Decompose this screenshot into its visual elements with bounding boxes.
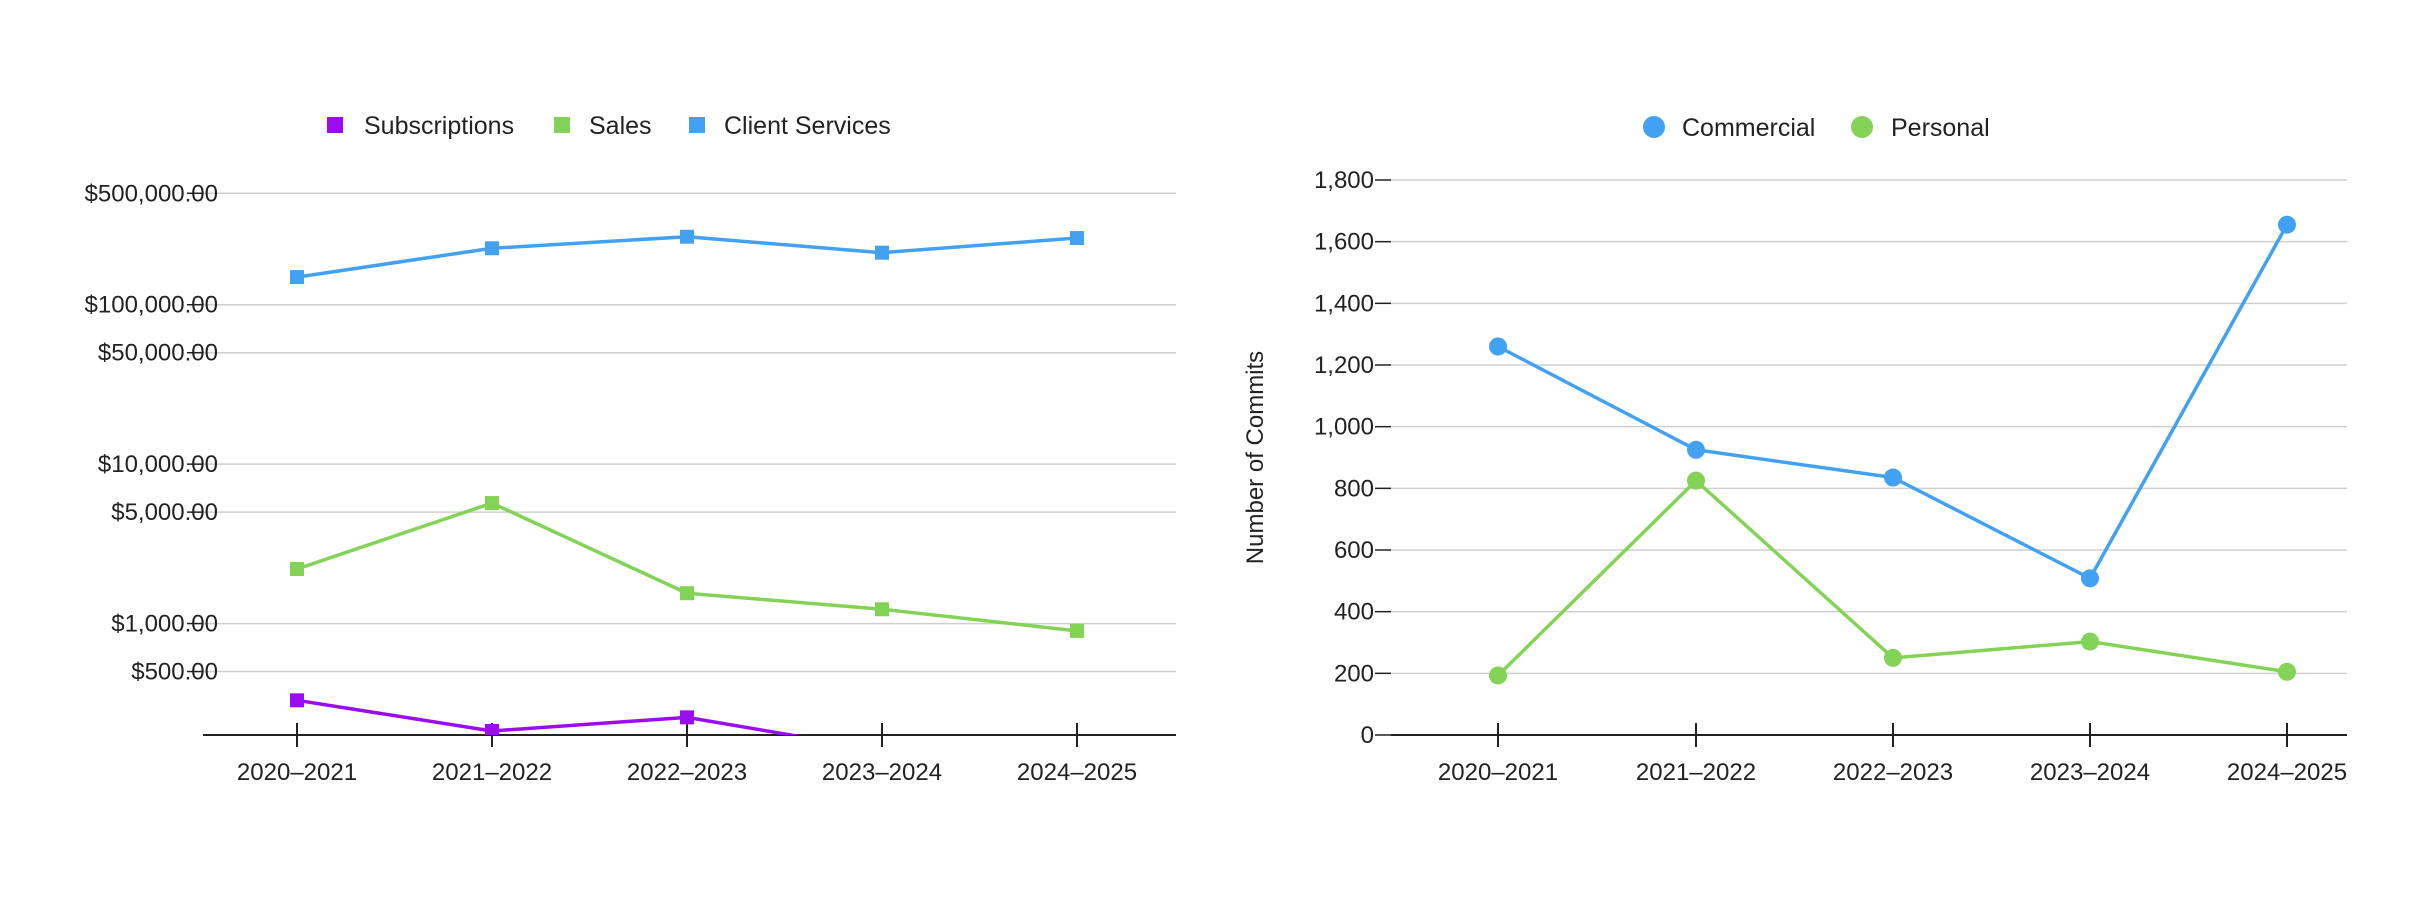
series-layer (1489, 215, 2296, 685)
data-point (2081, 569, 2099, 588)
data-point (680, 586, 694, 601)
legend-label: Sales (589, 112, 652, 140)
x-tick-label: 2020–2021 (1438, 759, 1558, 786)
data-point (875, 245, 889, 260)
y-tick-label: 0 (1361, 722, 1374, 749)
data-point (1884, 468, 1902, 487)
legend-label: Commercial (1682, 114, 1815, 142)
x-tick-label: 2021–2022 (432, 759, 552, 786)
x-tick-label: 2024–2025 (2227, 759, 2347, 786)
commits-chart: 0 200 400 600 800 1,000 1,200 1,400 1,600 1,800 20… (1242, 114, 2347, 786)
data-point (290, 561, 304, 576)
legend-swatch (689, 117, 705, 133)
data-point (290, 693, 304, 708)
data-point (485, 496, 499, 511)
y-tick-label: 400 (1334, 599, 1374, 626)
data-point (1687, 440, 1705, 459)
data-point (485, 241, 499, 256)
data-point (290, 270, 304, 285)
legend-swatch (554, 117, 570, 133)
data-point (485, 723, 499, 735)
legend-label: Personal (1891, 114, 1990, 142)
series-line (296, 501, 1078, 633)
x-tick-label: 2023–2024 (2030, 759, 2150, 786)
y-tick-label: 1,200 (1314, 352, 1374, 379)
data-point (875, 602, 889, 617)
data-point (1489, 666, 1507, 685)
data-point (1884, 648, 1902, 667)
series-line (1497, 223, 2289, 581)
series-line (1496, 478, 2288, 677)
x-tick-label: 2022–2023 (1833, 759, 1953, 786)
y-tick-label: 200 (1334, 660, 1374, 687)
y-tick-label: 1,800 (1314, 167, 1374, 194)
y-tick-label: $1,000.00 (111, 611, 218, 638)
x-tick-label: 2020–2021 (237, 759, 357, 786)
series-layer (290, 229, 1084, 735)
x-tick-label: 2023–2024 (822, 759, 942, 786)
y-tick-label: 1,000 (1314, 414, 1374, 441)
y-tick-label: $100,000.00 (85, 292, 218, 319)
legend-swatch (1851, 116, 1873, 138)
data-point (1687, 471, 1705, 490)
y-axis-title: Number of Commits (1242, 351, 1269, 564)
x-tick-label: 2024–2025 (1017, 759, 1137, 786)
revenue-chart: $500.00 $1,000.00 $5,000.00 $10,000.00 $50,0… (85, 112, 1176, 786)
legend-label: Subscriptions (364, 112, 514, 140)
data-point (2278, 215, 2296, 234)
data-point (680, 229, 694, 244)
y-tick-label: $10,000.00 (98, 451, 218, 478)
y-tick-label: $500.00 (131, 659, 218, 686)
data-point (2278, 662, 2296, 681)
y-tick-label: 800 (1334, 475, 1374, 502)
y-tick-label: $500,000.00 (85, 180, 218, 207)
data-point (1070, 231, 1084, 246)
legend-swatch (1643, 116, 1665, 138)
data-point (680, 710, 694, 725)
data-point (2081, 632, 2099, 651)
y-tick-label: 1,600 (1314, 229, 1374, 256)
y-tick-label: 600 (1334, 537, 1374, 564)
x-tick-label: 2022–2023 (627, 759, 747, 786)
x-tick-label: 2021–2022 (1636, 759, 1756, 786)
legend-swatch (327, 117, 343, 133)
data-point (1070, 623, 1084, 638)
y-tick-label: $5,000.00 (111, 499, 218, 526)
data-point (1489, 337, 1507, 356)
y-tick-label: $50,000.00 (98, 340, 218, 367)
y-tick-label: 1,400 (1314, 290, 1374, 317)
series-line (296, 698, 802, 735)
legend-label: Client Services (724, 112, 891, 140)
